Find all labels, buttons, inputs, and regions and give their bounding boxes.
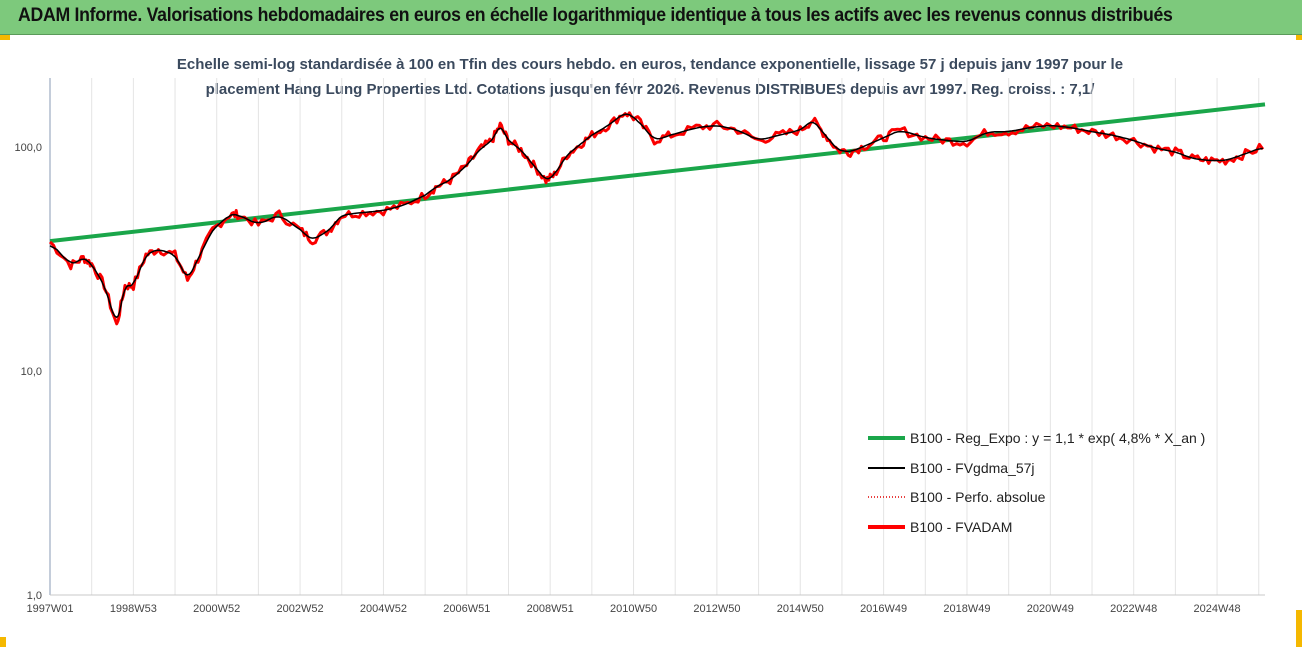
x-tick-label: 2020W49: [1027, 603, 1074, 615]
x-tick-label: 2002W52: [277, 603, 324, 615]
chart-title-line: placement Hang Lung Properties Ltd. Cota…: [205, 81, 1095, 98]
x-tick-label: 2012W50: [693, 603, 740, 615]
x-tick-label: 1997W01: [26, 603, 73, 615]
legend-label: B100 - Perfo. absolue: [910, 489, 1046, 505]
legend-label: B100 - Reg_Expo : y = 1,1 * exp( 4,8% * …: [910, 430, 1205, 446]
x-tick-label: 2024W48: [1194, 603, 1241, 615]
y-tick-label: 100,0: [14, 142, 42, 154]
selection-handle[interactable]: [0, 35, 10, 40]
selection-handle[interactable]: [1296, 610, 1302, 647]
legend-label: B100 - FVgdma_57j: [910, 460, 1035, 476]
title-bar: ADAM Informe. Valorisations hebdomadaire…: [0, 0, 1302, 35]
x-tick-label: 2010W50: [610, 603, 657, 615]
regression-line: [49, 102, 1266, 244]
x-tick-label: 2014W50: [777, 603, 824, 615]
selection-handle[interactable]: [1296, 35, 1302, 40]
x-tick-label: 2004W52: [360, 603, 407, 615]
x-tick-label: 2018W49: [943, 603, 990, 615]
chart-title-line: Echelle semi-log standardisée à 100 en T…: [176, 56, 1124, 73]
x-tick-label: 2008W51: [527, 603, 574, 615]
y-tick-label: 1,0: [27, 590, 42, 602]
legend-label: B100 - FVADAM: [910, 519, 1012, 535]
fvadam-line: [48, 111, 1265, 326]
x-tick-label: 2000W52: [193, 603, 240, 615]
chart-title: Echelle semi-log standardisée à 100 en T…: [150, 52, 1150, 102]
x-tick-label: 2016W49: [860, 603, 907, 615]
perfo-absolue-line: [49, 111, 1264, 326]
report-title: ADAM Informe. Valorisations hebdomadaire…: [18, 5, 1173, 26]
y-tick-label: 10,0: [21, 366, 42, 378]
x-tick-label: 2022W48: [1110, 603, 1157, 615]
x-tick-label: 2006W51: [443, 603, 490, 615]
x-tick-label: 1998W53: [110, 603, 157, 615]
fvgdma-line: [49, 113, 1264, 319]
selection-handle[interactable]: [0, 637, 6, 647]
